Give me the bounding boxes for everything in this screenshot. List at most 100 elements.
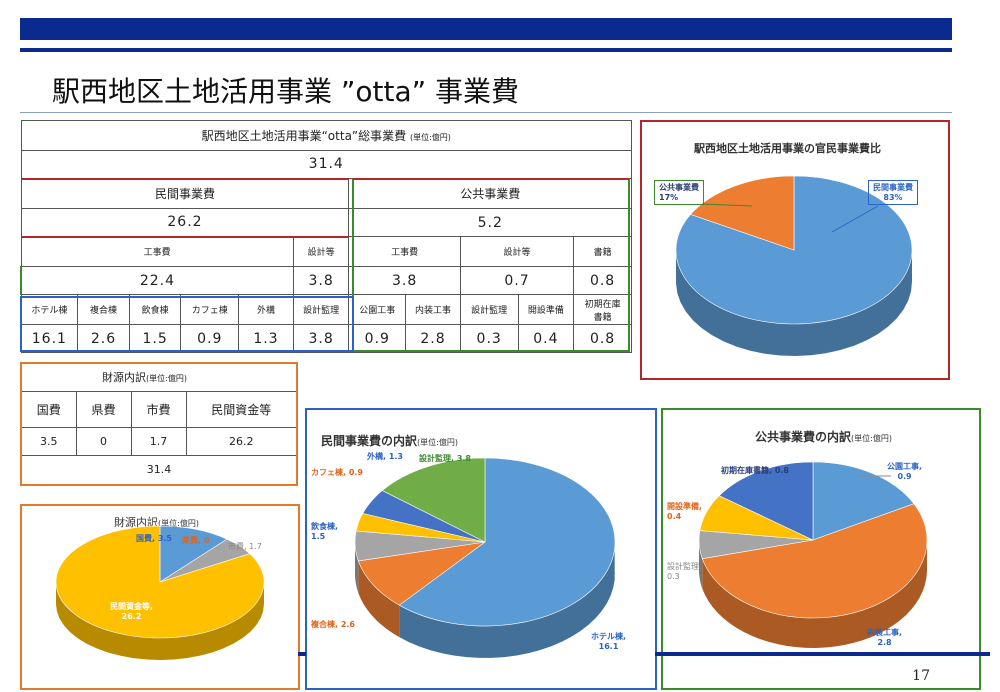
total-title-cell: 駅西地区土地活用事業“otta”総事業費 (単位:億円) (20, 120, 632, 151)
funding-value: 0 (75, 426, 132, 456)
title-underline (20, 112, 952, 113)
funding-chart: 財源内訳(単位:億円) 国費, 3.5 県費, 0 市費, 1.7 民間資金等,… (20, 504, 300, 690)
chart4-svg (698, 461, 928, 648)
total-unit: (単位:億円) (409, 133, 451, 142)
public-total: 5.2 (348, 208, 632, 237)
chart4-label-koen-value: 0.9 (897, 471, 912, 481)
item-value: 2.8 (405, 324, 461, 353)
chart4-label-naiso: 内装工事, 2.8 (867, 628, 903, 647)
private-label: 民間事業費 (20, 177, 350, 209)
item-label: ホテル棟 (20, 294, 79, 325)
funding-title-cell: 財源内訳(単位:億円) (21, 363, 297, 392)
chart4-label-books-name: 初期在庫書籍 (721, 466, 769, 475)
item-label: 初期在庫 書籍 (573, 294, 632, 325)
funding-header: 県費 (75, 390, 132, 428)
item-label: 公園工事 (348, 294, 407, 325)
item-label: 設計監理 (459, 294, 519, 325)
funding-value: 3.5 (20, 426, 77, 456)
chart3-label-cafe: カフェ棟, 0.9 (311, 468, 363, 477)
funding-unit: (単位:億円) (146, 374, 187, 384)
chart4-unit: (単位:億円) (851, 434, 892, 443)
funding-value: 1.7 (130, 426, 187, 456)
chart3-title-wrap: 民間事業費の内訳(単位:億円) (321, 432, 458, 449)
item-label: カフェ棟 (180, 294, 240, 325)
public-construction-label: 工事費 (348, 236, 461, 267)
chart2-label-shihi-name: 市費 (228, 542, 244, 551)
total-title: 駅西地区土地活用事業“otta”総事業費 (201, 129, 407, 143)
header-bar (20, 18, 952, 40)
chart2-label-shihi: 市費, 1.7 (228, 542, 262, 551)
chart3-label-gaiko: 外構, 1.3 (367, 452, 403, 461)
pie-slice-0 (398, 457, 616, 627)
funding-title: 財源内訳 (102, 371, 146, 385)
item-value: 0.8 (573, 324, 632, 353)
public-design-label: 設計等 (459, 236, 575, 267)
chart3-label-sekkei: 設計監理, 3.8 (419, 454, 471, 463)
chart1-svg (675, 175, 913, 356)
header-rule (20, 48, 952, 52)
item-value: 0.4 (517, 324, 575, 353)
item-label: 飲食棟 (128, 294, 182, 325)
chart4-label-koen: 公園工事, 0.9 (887, 462, 923, 481)
pie-slice-4 (718, 461, 814, 541)
chart2-label-kenpi-value: 0 (203, 536, 210, 545)
leader-line (701, 203, 753, 207)
private-construction-label: 工事費 (20, 235, 294, 267)
chart1-public-label: 公共事業費 (659, 183, 699, 192)
chart3-label-sekkei-value: 3.8 (456, 454, 471, 463)
chart3-label-fukugo-name: 複合棟 (311, 620, 335, 629)
pie-slice-1 (357, 541, 486, 606)
chart3-label-hotel: ホテル棟, 16.1 (591, 632, 627, 651)
chart3-title: 民間事業費の内訳 (321, 434, 418, 448)
chart3-label-hotel-value: 16.1 (598, 641, 619, 651)
chart1-public-callout: 公共事業費 17% (654, 180, 704, 206)
chart2-title: 財源内訳 (114, 516, 158, 529)
leader-line (831, 205, 879, 233)
item-value: 1.3 (238, 324, 294, 353)
chart2-label-private-value: 26.2 (121, 611, 142, 621)
funding-header: 市費 (130, 390, 187, 428)
chart2-label-kokuhi: 国費, 3.5 (136, 534, 172, 543)
chart4-label-books-value: 0.8 (774, 466, 789, 475)
pie-slice-1 (701, 503, 928, 619)
item-value: 0.9 (180, 324, 240, 353)
item-value: 2.6 (77, 324, 130, 353)
pie-side-2 (355, 540, 359, 593)
chart2-label-kokuhi-name: 国費 (136, 534, 152, 543)
chart2-label-private-name: 民間資金等 (110, 602, 150, 611)
books-value: 0.8 (573, 266, 632, 295)
pie-slice-0 (812, 461, 915, 541)
footer-rule-left (298, 652, 306, 656)
chart4-label-sekkei: 設計監理, 0.3 (667, 562, 702, 581)
total-cost-table: 駅西地区土地活用事業“otta”総事業費 (単位:億円) 31.4 民間事業費 … (19, 120, 632, 353)
public-private-ratio-chart: 駅西地区土地活用事業の官民事業費比 公共事業費 17% 民間事業費 83% (640, 120, 950, 380)
funding-header: 国費 (20, 390, 77, 428)
chart2-label-kenpi-name: 県費 (182, 536, 198, 545)
books-label: 書籍 (573, 236, 632, 267)
chart3-label-gaiko-name: 外構 (367, 452, 383, 461)
public-construction-value: 3.8 (348, 266, 461, 295)
chart4-title: 公共事業費の内訳 (755, 430, 852, 444)
chart4-label-books: 初期在庫書籍, 0.8 (721, 466, 789, 475)
chart3-label-sekkei-name: 設計監理 (419, 454, 451, 463)
chart2-label-kokuhi-value: 3.5 (157, 534, 172, 543)
item-value: 0.9 (348, 324, 407, 353)
chart1-private-callout: 民間事業費 83% (868, 180, 918, 206)
chart3-label-inshoku: 飲食棟, 1.5 (311, 522, 339, 541)
chart4-label-kaisetsu-value: 0.4 (667, 511, 682, 521)
chart3-label-fukugo: 複合棟, 2.6 (311, 620, 355, 629)
chart3-label-gaiko-value: 1.3 (388, 452, 403, 461)
chart1-title: 駅西地区土地活用事業の官民事業費比 (694, 142, 881, 155)
chart2-title-wrap: 財源内訳(単位:億円) (114, 514, 199, 530)
slide-title: 駅西地区土地活用事業 ”otta” 事業費 (52, 75, 520, 108)
pie-side-0 (399, 547, 615, 658)
total-value: 31.4 (20, 150, 632, 179)
pie-slice-1 (690, 175, 795, 251)
chart4-label-naiso-name: 内装工事 (867, 628, 899, 637)
item-value: 16.1 (20, 324, 79, 353)
chart3-label-inshoku-name: 飲食棟 (311, 522, 335, 531)
pie-side-1 (702, 541, 927, 648)
private-breakdown-chart: 民間事業費の内訳(単位:億円) カフェ棟, 0.9 外構, 1.3 設計監理, … (305, 408, 657, 690)
public-breakdown-chart: 公共事業費の内訳(単位:億円) 公園工事, 0.9 初期在庫書籍, 0.8 開設準… (661, 408, 981, 690)
page-number: 17 (912, 668, 930, 684)
